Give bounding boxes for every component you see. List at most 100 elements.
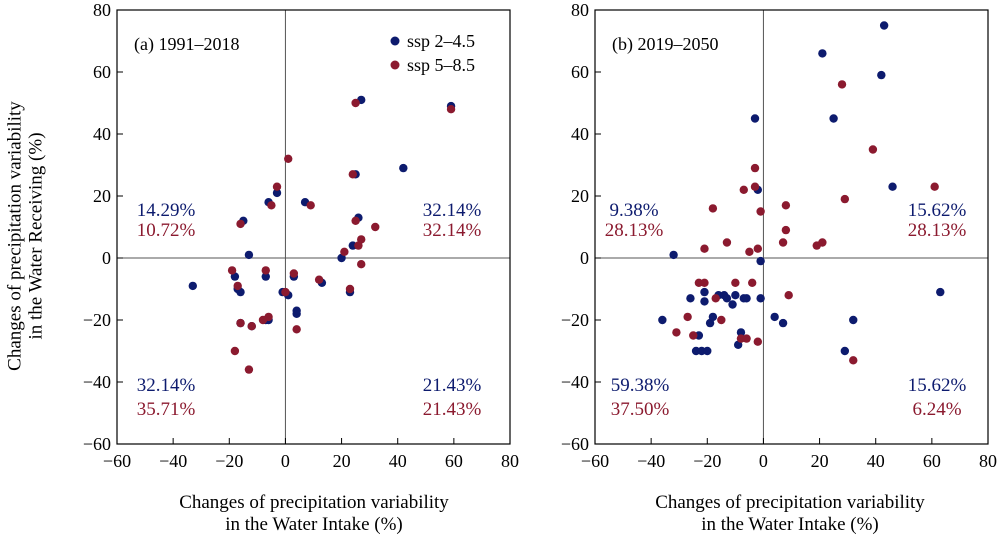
panel-b-point-ssp585 bbox=[745, 247, 754, 256]
panel-b-point-ssp245 bbox=[756, 256, 765, 266]
panel-a-point-ssp585 bbox=[289, 269, 299, 278]
panel-a-marks: −60 −40 −20 0 20 40 60 80 −60 −40 −20 0 20 40 60 80 bbox=[83, 0, 519, 471]
panel-b-top-right-ssp245: 15.62% bbox=[908, 200, 967, 221]
panel-b-point-ssp245 bbox=[840, 346, 850, 356]
panel-a-point-ssp585 bbox=[446, 105, 456, 114]
panel-b-point-ssp245 bbox=[756, 294, 765, 303]
panel-b-y-tick-label: −40 bbox=[561, 372, 589, 392]
panel-a-x-tick-label: −20 bbox=[215, 451, 243, 471]
panel-b-point-ssp245 bbox=[703, 346, 712, 356]
panel-a-x-axis-label-line1: Changes of precipitation variability bbox=[179, 492, 449, 513]
panel-b-point-ssp585 bbox=[708, 204, 718, 213]
panel-b-point-ssp585 bbox=[700, 244, 709, 253]
panel-a-point-ssp585 bbox=[345, 284, 355, 294]
panel-b-point-ssp245 bbox=[658, 315, 667, 325]
panel-b-top-left-ssp585: 28.13% bbox=[605, 220, 664, 241]
panel-b-marks: −60 −40 −20 0 20 40 60 80 −60 −40 −20 0 20 40 60 80 bbox=[561, 0, 997, 471]
y-axis-label-group: Changes of precipitation variability in … bbox=[5, 101, 47, 371]
panel-b-x-tick-label: 60 bbox=[923, 451, 941, 471]
panel-b-point-ssp585 bbox=[753, 244, 763, 253]
panel-a-point-ssp585 bbox=[281, 287, 290, 297]
panel-a-y-tick-label: 40 bbox=[93, 124, 111, 144]
panel-a-y-tick-label: −40 bbox=[83, 372, 111, 392]
panel-a-point-ssp585 bbox=[233, 281, 242, 291]
panel-b-point-ssp585 bbox=[818, 238, 827, 247]
panel-a-point-ssp585 bbox=[357, 260, 366, 269]
panel-b-point-ssp245 bbox=[686, 294, 695, 303]
panel-a-bottom-left-ssp245: 32.14% bbox=[137, 375, 196, 396]
panel-b-point-ssp585 bbox=[750, 163, 760, 173]
panel-b-title: (b) 2019–2050 bbox=[612, 34, 719, 55]
panel-a-x-tick-label: −60 bbox=[103, 451, 131, 471]
panel-a-point-ssp585 bbox=[371, 222, 380, 232]
panel-b-point-ssp585 bbox=[840, 194, 850, 204]
panel-a: −60 −40 −20 0 20 40 60 80 −60 −40 −20 0 20 40 60 80 (a)… bbox=[83, 0, 519, 535]
panel-a-point-ssp585 bbox=[230, 346, 240, 356]
panel-a-y-tick-label: 60 bbox=[93, 62, 111, 82]
panel-b-point-ssp585 bbox=[742, 334, 751, 343]
panel-b-point-ssp245 bbox=[736, 328, 746, 337]
panel-b-point-ssp245 bbox=[879, 21, 889, 30]
panel-a-point-ssp245 bbox=[292, 306, 301, 315]
panel-b-point-ssp585 bbox=[930, 182, 939, 191]
panel-b-point-ssp245 bbox=[888, 182, 897, 191]
panel-b-point-ssp585 bbox=[700, 278, 709, 287]
panel-b-point-ssp245 bbox=[936, 287, 945, 297]
panel-a-point-ssp585 bbox=[258, 315, 268, 325]
panel-a-point-ssp585 bbox=[351, 216, 360, 225]
panel-b-y-tick-label: −60 bbox=[561, 434, 589, 454]
panel-b: −60 −40 −20 0 20 40 60 80 −60 −40 −20 0 20 40 60 80 (b)… bbox=[561, 0, 997, 535]
panel-b-point-ssp585 bbox=[753, 337, 763, 346]
legend-label-ssp585: ssp 5–8.5 bbox=[407, 55, 475, 75]
panel-b-point-ssp585 bbox=[849, 356, 858, 365]
panel-a-point-ssp585 bbox=[244, 365, 254, 374]
panel-b-point-ssp245 bbox=[829, 114, 838, 123]
panel-a-point-ssp585 bbox=[227, 266, 237, 275]
panel-a-point-ssp245 bbox=[261, 272, 270, 281]
panel-b-bottom-left-ssp245: 59.38% bbox=[611, 375, 670, 396]
panel-a-x-tick-label: 40 bbox=[389, 451, 407, 471]
panel-a-bottom-left-ssp585: 35.71% bbox=[137, 399, 196, 420]
panel-a-bottom-right-ssp245: 21.43% bbox=[423, 375, 482, 396]
panel-b-point-ssp245 bbox=[700, 287, 709, 297]
panel-b-y-tick-label: 0 bbox=[580, 248, 589, 268]
panel-a-point-ssp245 bbox=[188, 281, 197, 291]
panel-b-y-tick-label: −20 bbox=[561, 310, 589, 330]
panel-b-point-ssp245 bbox=[778, 318, 788, 328]
panel-a-point-ssp585 bbox=[236, 318, 245, 328]
panel-a-top-left-ssp585: 10.72% bbox=[137, 220, 196, 241]
panel-a-plot-frame bbox=[116, 9, 511, 445]
panel-b-point-ssp585 bbox=[781, 225, 791, 235]
legend-label-ssp245: ssp 2–4.5 bbox=[407, 31, 475, 51]
panel-b-point-ssp245 bbox=[669, 250, 678, 260]
panel-b-point-ssp245 bbox=[750, 114, 760, 123]
panel-b-point-ssp585 bbox=[868, 145, 878, 154]
panel-a-top-right-ssp245: 32.14% bbox=[423, 200, 482, 221]
panel-a-x-tick-label: 0 bbox=[281, 451, 290, 471]
panel-b-point-ssp585 bbox=[672, 328, 681, 337]
panel-a-point-ssp245 bbox=[399, 163, 408, 173]
panel-a-top-left-ssp245: 14.29% bbox=[137, 200, 196, 221]
panel-b-point-ssp245 bbox=[731, 291, 740, 300]
panel-a-point-ssp245 bbox=[244, 250, 254, 260]
panel-a-point-ssp585 bbox=[357, 235, 366, 244]
panel-a-point-ssp585 bbox=[340, 247, 349, 256]
panel-b-point-ssp585 bbox=[739, 185, 748, 194]
panel-b-point-ssp585 bbox=[750, 182, 760, 191]
panel-a-x-tick-label: −40 bbox=[159, 451, 187, 471]
panel-b-point-ssp585 bbox=[756, 207, 765, 216]
panel-a-point-ssp585 bbox=[351, 98, 360, 108]
panel-b-point-ssp585 bbox=[778, 238, 788, 247]
panel-a-point-ssp585 bbox=[284, 154, 293, 163]
panel-a-x-tick-label: 80 bbox=[501, 451, 519, 471]
panel-b-point-ssp585 bbox=[748, 278, 757, 287]
panel-b-x-tick-label: 20 bbox=[811, 451, 829, 471]
panel-a-point-ssp585 bbox=[267, 201, 276, 210]
panel-a-x-axis-label-line2: in the Water Intake (%) bbox=[225, 514, 403, 535]
panel-b-x-axis-label-line2: in the Water Intake (%) bbox=[701, 514, 879, 535]
panel-b-point-ssp585 bbox=[722, 238, 732, 247]
panel-a-y-tick-label: −20 bbox=[83, 310, 111, 330]
legend-swatch-ssp245 bbox=[390, 36, 400, 46]
panel-b-bottom-left-ssp585: 37.50% bbox=[611, 399, 670, 420]
